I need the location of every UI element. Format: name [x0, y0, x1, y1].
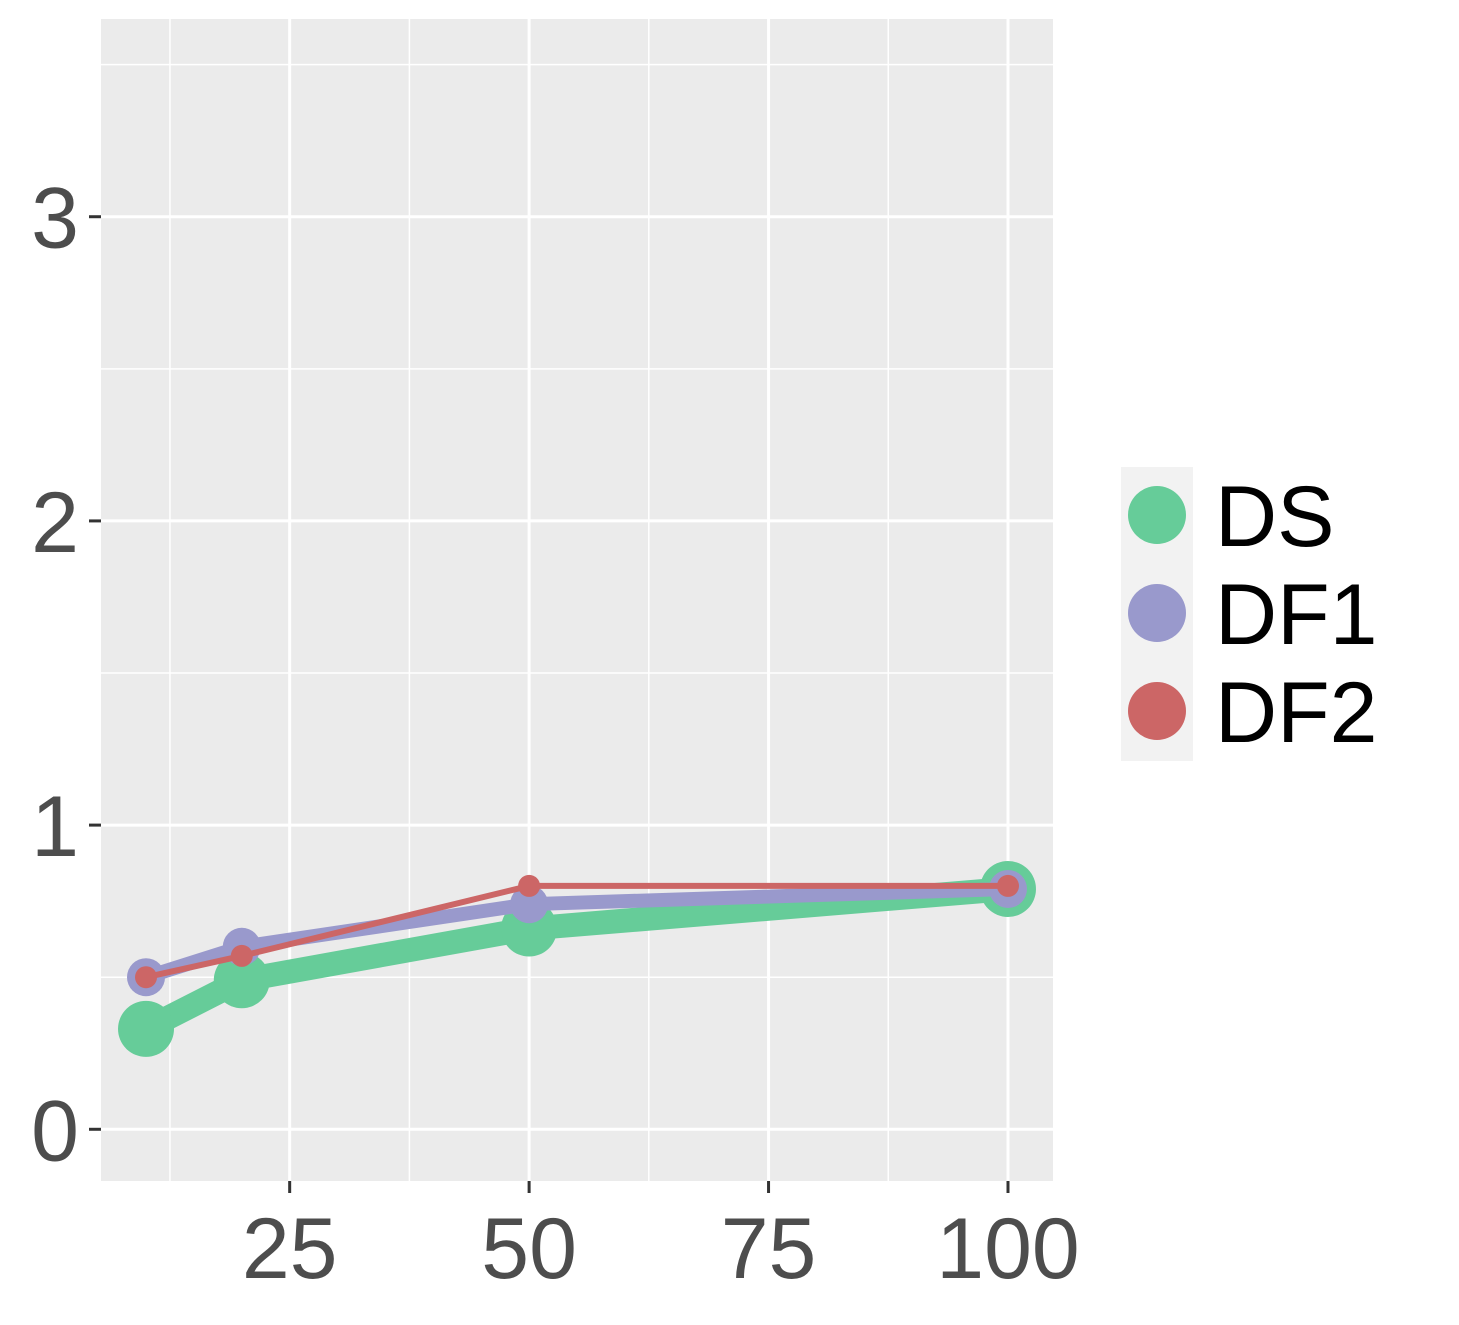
data-point-df1 — [510, 885, 549, 924]
legend-label-df2: DF2 — [1215, 665, 1377, 761]
legend-key-df2 — [1128, 682, 1186, 740]
data-point-df2 — [230, 944, 253, 967]
y-tick-label: 1 — [31, 779, 79, 875]
series-line-ds — [134, 876, 1020, 1041]
grid-lines — [101, 19, 1053, 1181]
data-series — [118, 860, 1036, 1057]
legend-label-df1: DF1 — [1215, 567, 1377, 663]
x-tick-label: 75 — [721, 1201, 817, 1297]
legend-key-df1 — [1128, 584, 1186, 642]
legend-key-ds — [1128, 486, 1186, 544]
y-tick-label: 0 — [31, 1083, 79, 1179]
series-line-df1 — [139, 881, 1015, 985]
data-point-df2 — [135, 966, 158, 989]
data-point-df2 — [996, 874, 1019, 897]
x-tick-label: 100 — [936, 1201, 1080, 1297]
data-point-ds — [118, 1000, 175, 1057]
y-tick-label: 3 — [31, 171, 79, 267]
data-point-ds — [213, 952, 270, 1009]
legend-label-ds: DS — [1215, 469, 1334, 565]
x-tick-label: 50 — [481, 1201, 577, 1297]
y-tick-label: 2 — [31, 475, 79, 571]
axes: 25 50 75 100 0 1 2 3 — [31, 171, 1080, 1297]
x-tick-label: 25 — [242, 1201, 338, 1297]
data-point-df2 — [518, 874, 541, 897]
series-line-df2 — [143, 882, 1011, 981]
